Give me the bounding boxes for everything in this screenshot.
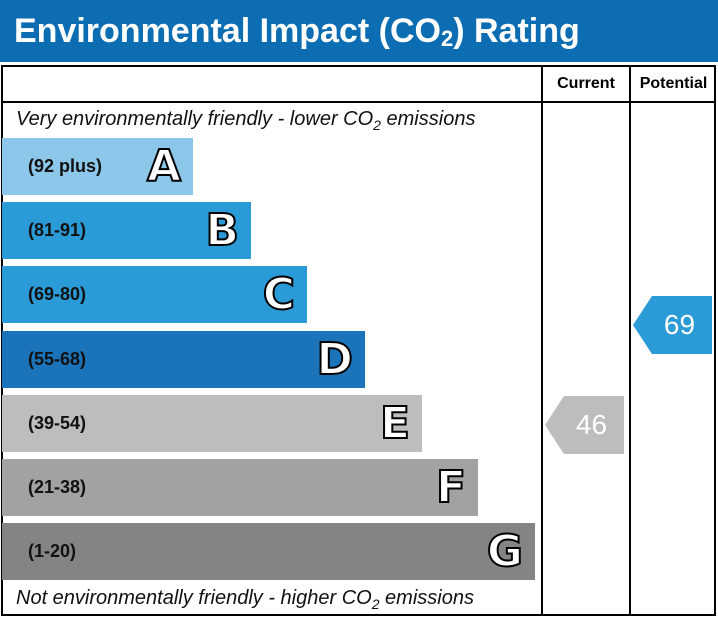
band-letter: C — [262, 268, 296, 321]
band-range: (55-68) — [28, 349, 87, 369]
potential-header: Potential — [639, 75, 708, 92]
band-b: (81-91) B — [2, 202, 251, 259]
bottom-caption: Not environmentally friendly - higher CO… — [16, 587, 474, 612]
band-range: (92 plus) — [28, 156, 103, 176]
band-range: (39-54) — [28, 413, 87, 433]
current-header: Current — [557, 75, 615, 92]
band-range: (21-38) — [28, 477, 87, 497]
potential-rating-arrow: 69 — [633, 296, 712, 354]
band-letter: A — [146, 140, 182, 193]
band-range: (1-20) — [28, 541, 77, 561]
band-range: (81-91) — [28, 220, 87, 240]
top-caption: Very environmentally friendly - lower CO… — [16, 108, 476, 133]
band-f: (21-38) F — [2, 459, 478, 516]
band-letter: E — [379, 397, 411, 450]
band-letter: B — [204, 204, 240, 257]
band-d: (55-68) D — [2, 331, 365, 388]
band-range: (69-80) — [28, 284, 87, 304]
band-e: (39-54) E — [2, 395, 422, 452]
band-letter: F — [435, 461, 467, 514]
divider — [629, 65, 631, 616]
current-rating-arrow: 46 — [545, 396, 624, 454]
chart-title: Environmental Impact (CO2) Rating — [0, 0, 718, 62]
band-a: (92 plus) A — [2, 138, 193, 195]
band-g: (1-20) G — [2, 523, 535, 580]
band-c: (69-80) C — [2, 266, 307, 323]
divider — [1, 101, 716, 103]
band-letter: D — [315, 333, 354, 386]
band-letter: G — [486, 525, 524, 578]
divider — [541, 65, 543, 616]
